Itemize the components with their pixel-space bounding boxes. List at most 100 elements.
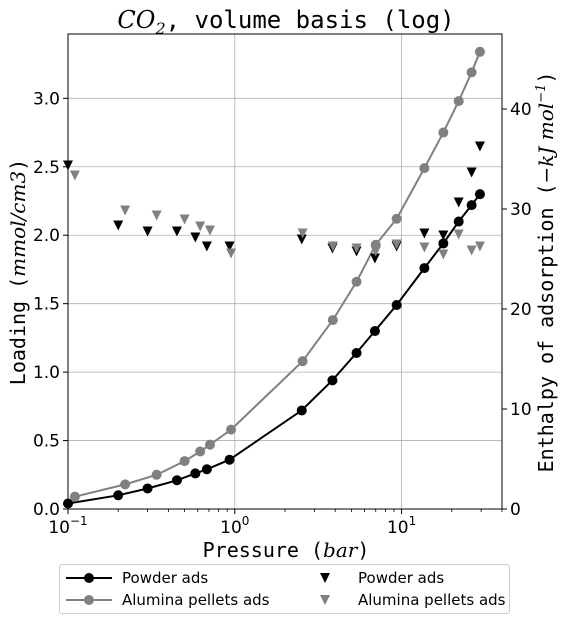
- y-tick-label: 2.0: [33, 226, 60, 246]
- data-point-1: [120, 479, 131, 490]
- data-point-1: [474, 46, 485, 57]
- legend-label-powder-enthalpy: Powder ads: [358, 569, 445, 587]
- data-point-0: [466, 200, 477, 211]
- legend-label-alumina-line: Alumina pellets ads: [122, 591, 270, 609]
- data-point-0: [113, 490, 124, 501]
- data-point-1: [151, 469, 162, 480]
- x-tick-label: 101: [387, 514, 416, 538]
- y-tick-label: 1.0: [33, 363, 60, 383]
- enthalpy-marker-2: [224, 241, 235, 252]
- y-axis-label-unit: mmol/cm3: [6, 171, 30, 277]
- series-line-0: [67, 193, 481, 505]
- data-point-1: [351, 276, 362, 287]
- x-tick-label: 10−1: [48, 514, 87, 538]
- enthalpy-marker-3: [120, 205, 131, 216]
- x-axis-label-close: ): [357, 538, 369, 562]
- legend: Powder ads Alumina pellets ads Powder ad…: [59, 564, 510, 614]
- enthalpy-marker-3: [391, 239, 402, 250]
- title-subscript: 2: [154, 19, 165, 38]
- legend-label-powder-line: Powder ads: [122, 569, 209, 587]
- enthalpy-marker-2: [369, 253, 380, 264]
- axes-layer: 0.0 0.5 1.0 1.5 2.0 2.5 3.0 0 10 20 30 40 10−1 100 101: [33, 33, 532, 538]
- legend-item-alumina-enthalpy: Alumina pellets ads: [300, 590, 506, 610]
- enthalpy-marker-3: [179, 214, 190, 225]
- y2-axis-label: Enthalpy of adsorption (−kJ mol−1): [534, 72, 558, 473]
- enthalpy-marker-2: [474, 141, 485, 152]
- data-point-0: [369, 326, 380, 337]
- enthalpy-marker-3: [438, 249, 449, 260]
- x-tick-label: 100: [220, 514, 249, 538]
- enthalpy-marker-3: [351, 243, 362, 254]
- data-point-0: [351, 347, 362, 358]
- enthalpy-marker-2: [142, 226, 153, 237]
- data-point-0: [171, 475, 182, 486]
- data-point-0: [190, 468, 201, 479]
- y-axis-label: Loading (mmol/cm3): [6, 159, 30, 385]
- enthalpy-marker-3: [297, 228, 308, 239]
- data-point-0: [438, 238, 449, 249]
- enthalpy-marker-3: [453, 229, 464, 240]
- enthalpy-marker-3: [204, 225, 215, 236]
- enthalpy-marker-3: [370, 246, 381, 257]
- enthalpy-marker-3: [195, 221, 206, 232]
- data-point-0: [327, 375, 338, 386]
- x-axis-label-text: Pressure (: [203, 538, 323, 562]
- enthalpy-marker-3: [151, 210, 162, 221]
- data-point-1: [327, 315, 338, 326]
- data-point-1: [391, 213, 402, 224]
- data-point-1: [466, 67, 477, 78]
- legend-label-alumina-enthalpy: Alumina pellets ads: [358, 591, 506, 609]
- y2-tick-label: 0: [510, 500, 521, 520]
- enthalpy-marker-2: [466, 167, 477, 178]
- y2-axis-label-text: Enthalpy of adsorption (: [534, 183, 558, 472]
- y2-axis-label-unit: −kJ mol: [534, 103, 558, 184]
- legend-symbol-alumina-line: [66, 595, 112, 605]
- chart-title: CO2, volume basis (log): [117, 6, 454, 38]
- y-tick-label: 1.5: [33, 295, 60, 315]
- data-point-1: [419, 163, 430, 174]
- legend-symbol-powder-line: [66, 573, 112, 583]
- title-rest: , volume basis (log): [166, 6, 455, 34]
- enthalpy-marker-3: [327, 241, 338, 252]
- y-axis-label-text: Loading (: [6, 277, 30, 385]
- data-point-1: [453, 96, 464, 107]
- enthalpy-marker-2: [453, 197, 464, 208]
- data-point-0: [419, 263, 430, 274]
- y-tick-label: 3.0: [33, 89, 60, 109]
- x-axis-label-unit: bar: [323, 538, 359, 562]
- data-point-1: [226, 424, 237, 435]
- x-axis-label: Pressure (bar): [203, 538, 370, 562]
- data-point-0: [201, 464, 212, 475]
- y2-axis-label-close: ): [534, 72, 558, 84]
- data-point-1: [204, 439, 215, 450]
- data-point-1: [179, 456, 190, 467]
- legend-item-powder-enthalpy: Powder ads: [300, 568, 444, 588]
- data-point-1: [69, 491, 80, 502]
- legend-item-powder-line: Powder ads: [64, 568, 208, 588]
- data-point-1: [438, 127, 449, 138]
- enthalpy-marker-2: [113, 220, 124, 231]
- y2-axis-label-exp: −1: [534, 84, 549, 103]
- enthalpy-marker-2: [438, 230, 449, 241]
- y2-tick-label: 10: [510, 400, 532, 420]
- y2-tick-label: 40: [510, 100, 532, 120]
- enthalpy-marker-2: [190, 232, 201, 243]
- series-layer: [63, 46, 485, 509]
- enthalpy-marker-2: [201, 241, 212, 252]
- title-main: CO: [117, 6, 155, 34]
- y2-tick-label: 30: [510, 200, 532, 220]
- y-axis-label-close: ): [6, 159, 30, 171]
- data-point-0: [296, 405, 307, 416]
- data-point-0: [224, 454, 235, 465]
- y-tick-label: 0.0: [33, 500, 60, 520]
- data-point-1: [195, 446, 206, 457]
- data-point-0: [474, 189, 485, 200]
- data-point-0: [391, 300, 402, 311]
- plot-frame: [67, 33, 503, 510]
- y-tick-label: 0.5: [33, 432, 60, 452]
- legend-symbol-alumina-enthalpy: [320, 595, 330, 605]
- enthalpy-marker-3: [69, 170, 80, 181]
- grid-lines: [67, 34, 502, 510]
- enthalpy-marker-3: [226, 248, 237, 259]
